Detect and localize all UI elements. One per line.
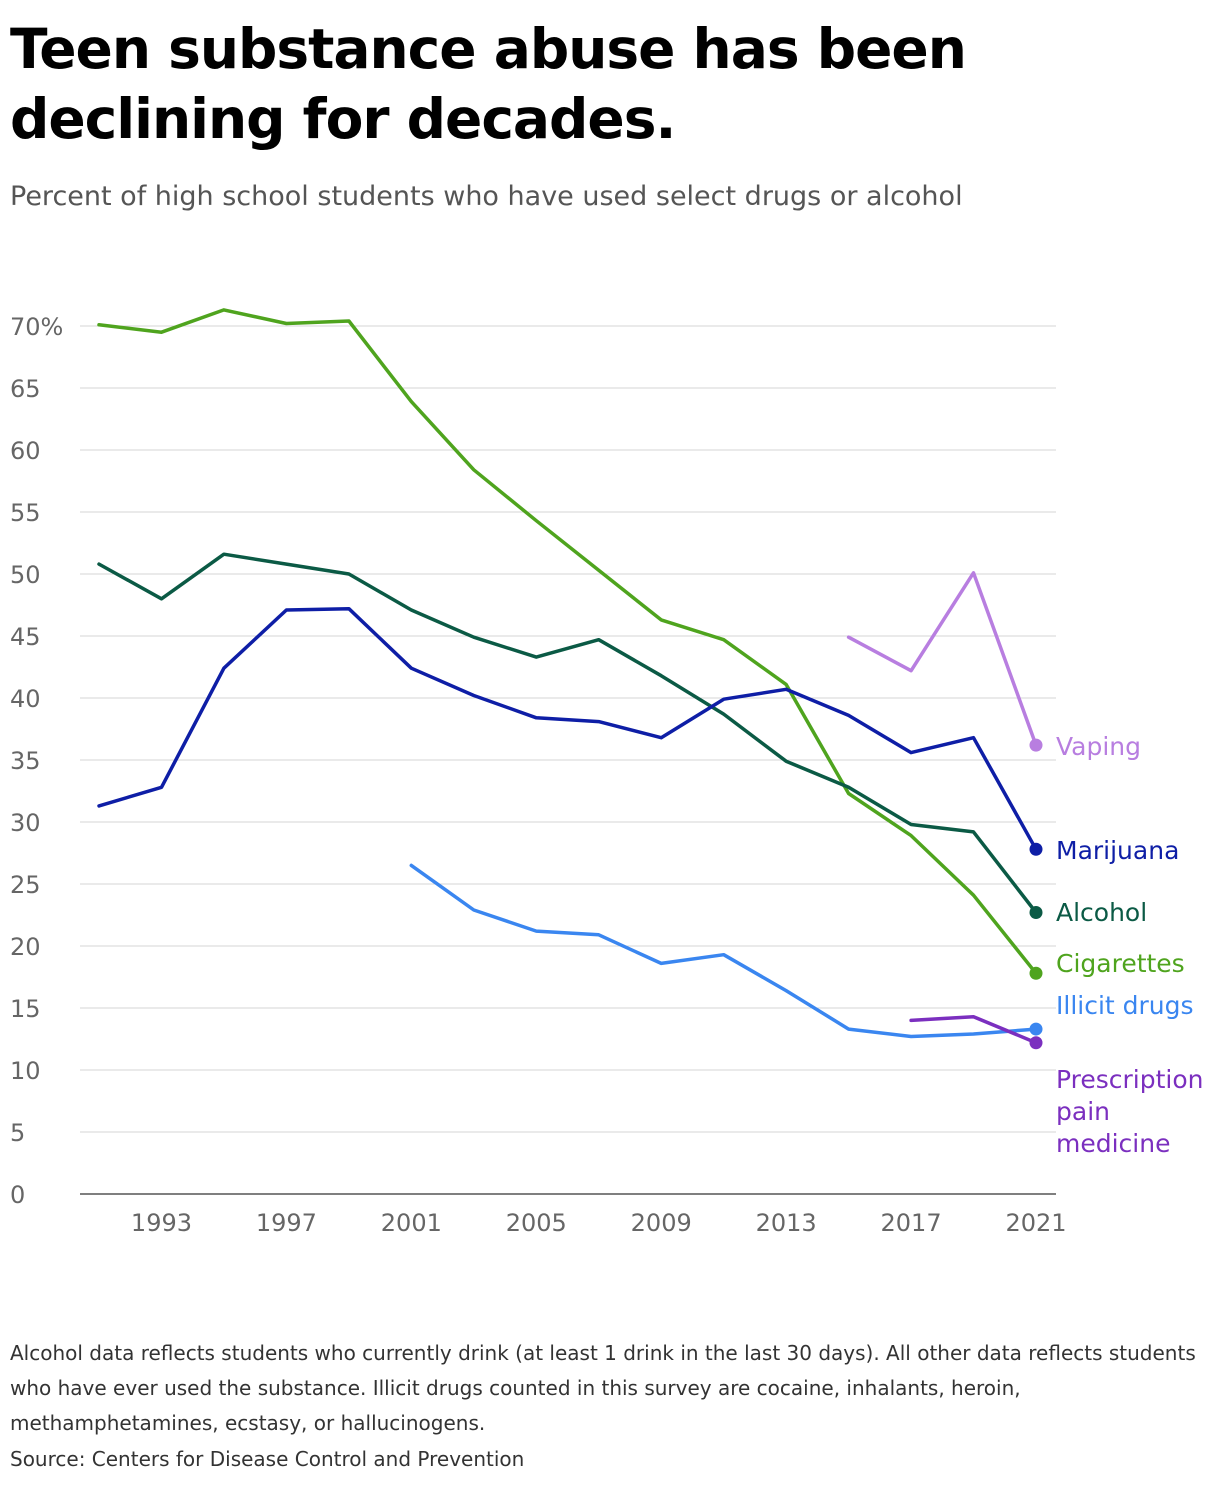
end-point-vaping xyxy=(1029,738,1043,752)
y-tick-label: 15 xyxy=(10,995,41,1023)
end-point-prescription-pain-medicine xyxy=(1029,1036,1043,1050)
y-tick-label: 60 xyxy=(10,437,41,465)
x-tick-label: 1993 xyxy=(131,1209,192,1237)
line-chart: 0 5 10 15 20 25 30 35 40 45 50 55 60 65 70% 1993 1997 20… xyxy=(10,308,1204,1237)
y-tick-label: 30 xyxy=(10,809,41,837)
y-tick-label: 0 xyxy=(10,1181,25,1209)
y-tick-label: 40 xyxy=(10,685,41,713)
series-label-illicit-drugs: Illicit drugs xyxy=(1056,991,1194,1020)
series-label-vaping: Vaping xyxy=(1056,732,1141,761)
y-tick-label: 35 xyxy=(10,747,41,775)
x-tick-label: 2013 xyxy=(756,1209,817,1237)
x-axis-tick-labels: 1993 1997 2001 2005 2009 2013 2017 2021 xyxy=(131,1209,1067,1237)
series-label-alcohol: Alcohol xyxy=(1056,898,1147,927)
series-line-cigarettes xyxy=(97,308,1038,976)
series-label-marijuana: Marijuana xyxy=(1056,836,1179,865)
x-tick-label: 2005 xyxy=(506,1209,567,1237)
chart-footnote: Alcohol data reflects students who curre… xyxy=(10,1341,1196,1435)
x-tick-label: 1997 xyxy=(256,1209,317,1237)
series-label-line: medicine xyxy=(1056,1129,1170,1158)
series-line-prescription-pain-medicine xyxy=(909,1014,1038,1045)
y-tick-label: 45 xyxy=(10,623,41,651)
y-axis-tick-labels: 0 5 10 15 20 25 30 35 40 45 50 55 60 65 70% xyxy=(10,313,63,1209)
end-point-alcohol xyxy=(1029,906,1043,920)
y-tick-label: 55 xyxy=(10,499,41,527)
series-label-prescription-pain-medicine: Prescription pain medicine xyxy=(1056,1065,1204,1158)
y-tick-label: 50 xyxy=(10,561,41,589)
x-tick-label: 2001 xyxy=(381,1209,442,1237)
series-label-line: Prescription xyxy=(1056,1065,1204,1094)
series-label-line: pain xyxy=(1056,1097,1110,1126)
y-tick-label: 70% xyxy=(10,313,63,341)
y-tick-label: 10 xyxy=(10,1057,41,1085)
x-tick-label: 2021 xyxy=(1005,1209,1066,1237)
series-line-vaping xyxy=(846,571,1038,747)
chart-title: Teen substance abuse has been declining … xyxy=(10,17,967,151)
end-point-marijuana xyxy=(1029,842,1043,856)
chart-source: Source: Centers for Disease Control and … xyxy=(10,1447,525,1471)
series-label-cigarettes: Cigarettes xyxy=(1056,949,1185,978)
series-line-marijuana xyxy=(97,606,1038,852)
series-lines xyxy=(97,308,1043,1050)
x-tick-label: 2017 xyxy=(881,1209,942,1237)
end-point-cigarettes xyxy=(1029,966,1043,980)
end-point-illicit-drugs xyxy=(1029,1022,1043,1036)
y-tick-label: 65 xyxy=(10,375,41,403)
chart-subtitle: Percent of high school students who have… xyxy=(10,181,963,212)
gridlines xyxy=(80,325,1056,1195)
series-labels: Cigarettes Alcohol Marijuana Vaping Illicit … xyxy=(1056,732,1204,1158)
y-tick-label: 5 xyxy=(10,1119,25,1147)
series-line-illicit-drugs xyxy=(409,863,1038,1039)
y-tick-label: 20 xyxy=(10,933,41,961)
y-tick-label: 25 xyxy=(10,871,41,899)
x-tick-label: 2009 xyxy=(631,1209,692,1237)
series-line-alcohol xyxy=(97,552,1038,915)
